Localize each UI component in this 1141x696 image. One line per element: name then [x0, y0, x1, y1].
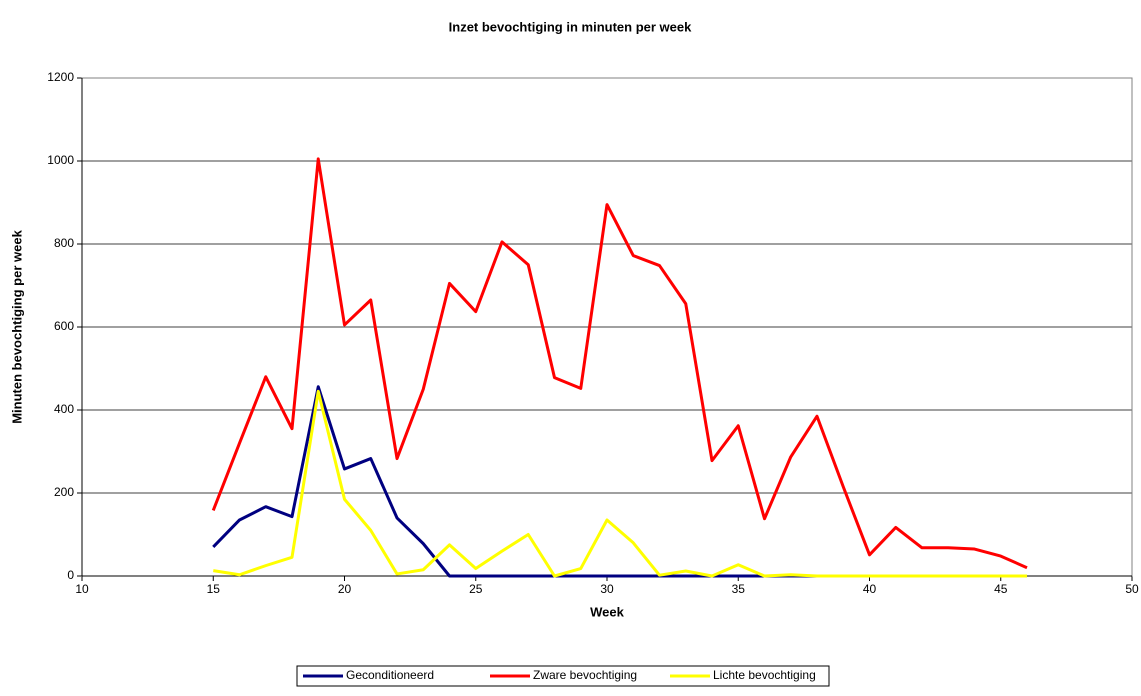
y-axis-label: Minuten bevochtiging per week [9, 229, 24, 423]
legend-label: Lichte bevochtiging [713, 668, 816, 682]
y-tick-label: 200 [54, 485, 74, 499]
series-line [212, 385, 1027, 578]
series-line [211, 157, 1028, 570]
x-axis-label: Week [590, 604, 624, 619]
x-tick-label: 40 [863, 582, 877, 596]
x-tick-label: 35 [732, 582, 746, 596]
chart-title: Inzet bevochtiging in minuten per week [449, 19, 692, 34]
x-tick-label: 20 [338, 582, 352, 596]
legend-box [296, 665, 830, 687]
x-tick-label: 45 [994, 582, 1008, 596]
y-tick-label: 400 [54, 402, 74, 416]
x-tick-label: 10 [75, 582, 89, 596]
y-tick-label: 1200 [47, 70, 74, 84]
y-tick-label: 0 [67, 568, 74, 582]
x-tick-label: 25 [469, 582, 483, 596]
x-tick-label: 50 [1125, 582, 1139, 596]
x-tick-label: 15 [207, 582, 221, 596]
legend-label: Zware bevochtiging [533, 668, 637, 682]
x-tick-label: 30 [600, 582, 614, 596]
y-tick-label: 600 [54, 319, 74, 333]
y-tick-label: 1000 [47, 153, 74, 167]
legend-label: Geconditioneerd [346, 668, 434, 682]
series-line [213, 389, 1027, 578]
y-tick-label: 800 [54, 236, 74, 250]
